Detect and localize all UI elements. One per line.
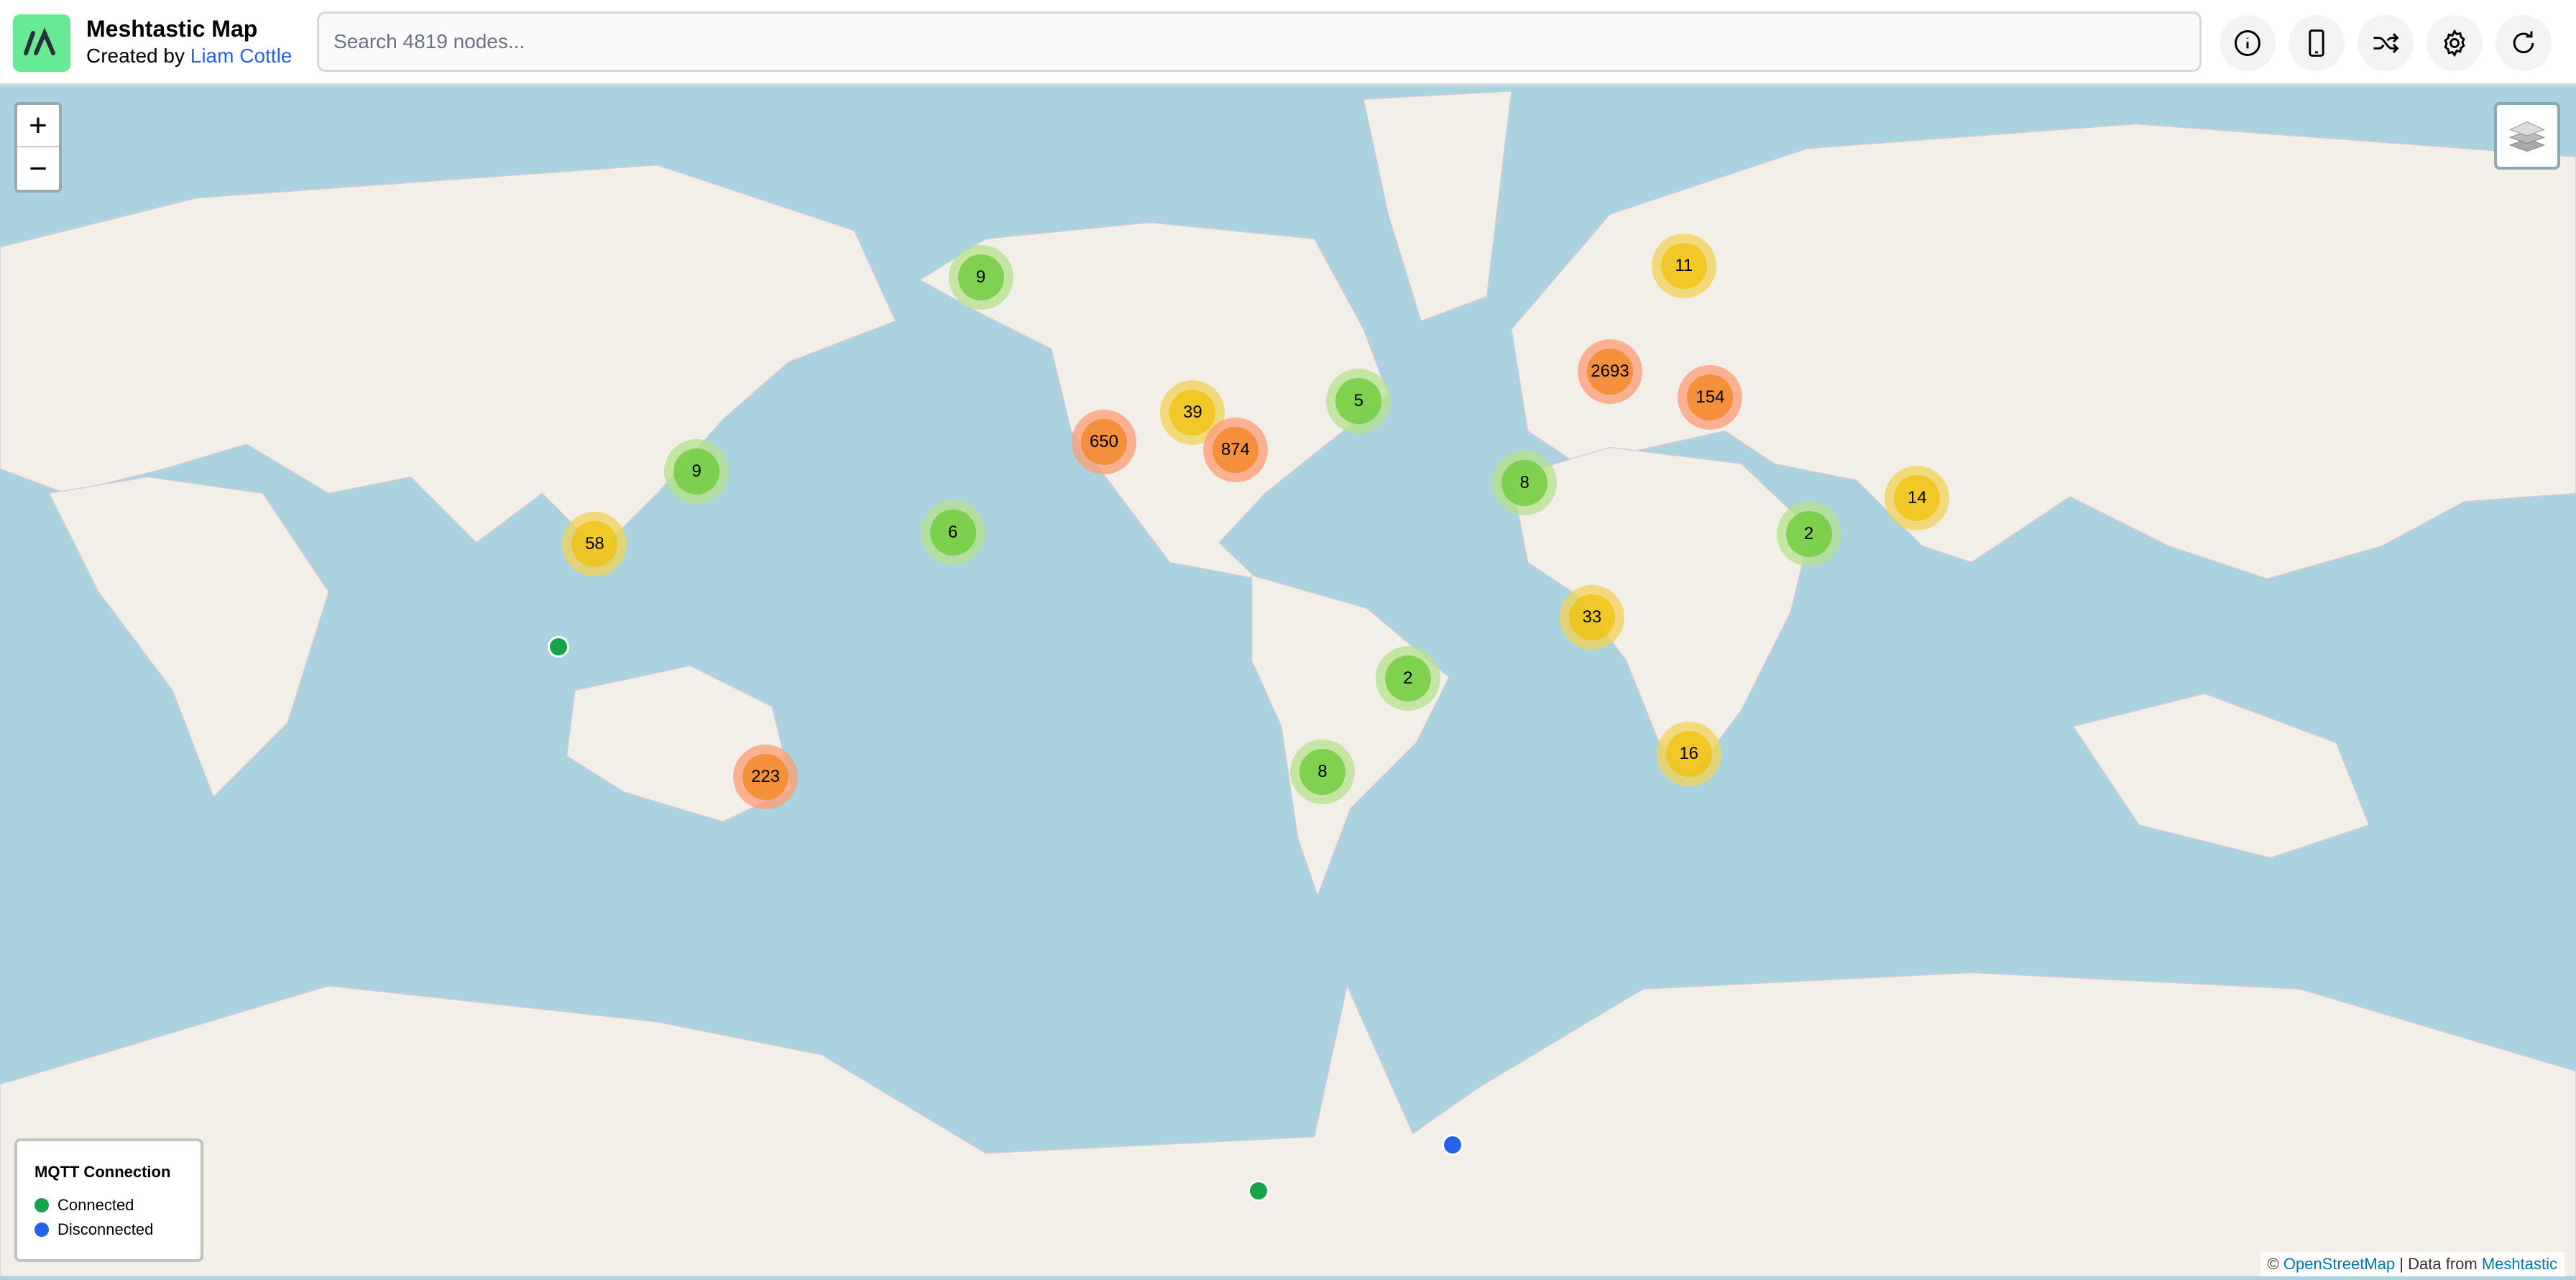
node-cluster[interactable]: 5 xyxy=(1326,368,1392,433)
node-cluster[interactable]: 6 xyxy=(920,499,985,565)
settings-button[interactable] xyxy=(2426,15,2483,71)
legend-label: Connected xyxy=(58,1196,134,1214)
cluster-count: 154 xyxy=(1687,374,1734,421)
node-cluster[interactable]: 223 xyxy=(733,745,799,810)
refresh-icon xyxy=(2513,31,2534,54)
node-marker-connected[interactable] xyxy=(1248,1180,1269,1202)
legend-item-connected: Connected xyxy=(34,1196,183,1215)
cluster-count: 2693 xyxy=(1586,348,1633,395)
app-subtitle: Created by Liam Cottle xyxy=(86,45,292,68)
cluster-count: 2 xyxy=(1785,510,1832,557)
node-cluster[interactable]: 8 xyxy=(1492,450,1558,515)
copyright-symbol: © xyxy=(2267,1255,2279,1273)
node-cluster[interactable]: 14 xyxy=(1885,465,1950,530)
phone-icon xyxy=(2309,29,2324,57)
attribution-text: | Data from xyxy=(2399,1255,2478,1273)
info-icon xyxy=(2235,30,2260,56)
osm-link[interactable]: OpenStreetMap xyxy=(2283,1255,2396,1273)
layers-button[interactable] xyxy=(2494,102,2560,170)
map-attribution: © OpenStreetMap | Data from Meshtastic xyxy=(2260,1252,2564,1276)
zoom-out-button[interactable]: − xyxy=(29,150,47,186)
refresh-button[interactable] xyxy=(2496,15,2552,71)
world-map[interactable] xyxy=(0,86,2576,1277)
cluster-count: 14 xyxy=(1894,474,1941,521)
cluster-count: 5 xyxy=(1335,377,1382,424)
info-button[interactable] xyxy=(2220,15,2276,71)
node-cluster[interactable]: 8 xyxy=(1289,740,1355,805)
search-input[interactable] xyxy=(317,11,2202,72)
cluster-count: 650 xyxy=(1080,418,1127,465)
shuffle-button[interactable] xyxy=(2358,15,2414,71)
zoom-control: + − xyxy=(14,102,62,193)
node-cluster[interactable]: 58 xyxy=(562,511,627,576)
layers-icon xyxy=(2508,121,2546,152)
node-cluster[interactable]: 2 xyxy=(1375,645,1440,711)
cluster-count: 874 xyxy=(1212,427,1259,474)
cluster-count: 8 xyxy=(1299,749,1346,796)
created-by-label: Created by xyxy=(86,45,185,67)
cluster-count: 223 xyxy=(742,754,789,801)
cluster-count: 2 xyxy=(1384,655,1431,701)
node-marker-connected[interactable] xyxy=(548,636,569,658)
connected-dot-icon xyxy=(34,1198,49,1212)
header: Meshtastic Map Created by Liam Cottle xyxy=(0,0,2576,86)
cluster-count: 9 xyxy=(957,254,1004,301)
map-tiles xyxy=(0,86,2576,1277)
node-cluster[interactable]: 9 xyxy=(948,245,1013,310)
shuffle-icon xyxy=(2373,33,2399,53)
legend-label: Disconnected xyxy=(58,1220,154,1238)
disconnected-dot-icon xyxy=(34,1223,49,1237)
node-cluster[interactable]: 33 xyxy=(1559,585,1624,650)
node-cluster[interactable]: 11 xyxy=(1651,234,1716,299)
node-cluster[interactable]: 650 xyxy=(1071,409,1136,474)
cluster-count: 11 xyxy=(1660,243,1707,290)
device-button[interactable] xyxy=(2288,15,2345,71)
cluster-count: 58 xyxy=(571,520,618,567)
node-cluster[interactable]: 16 xyxy=(1656,722,1721,787)
node-cluster[interactable]: 9 xyxy=(664,438,730,504)
meshtastic-logo[interactable] xyxy=(13,14,70,72)
mqtt-legend: MQTT Connection Connected Disconnected xyxy=(14,1138,203,1262)
node-marker-disconnected[interactable] xyxy=(1442,1134,1463,1156)
node-cluster[interactable]: 2 xyxy=(1776,501,1841,566)
node-cluster[interactable]: 154 xyxy=(1678,365,1743,430)
node-cluster[interactable]: 874 xyxy=(1202,418,1268,483)
cluster-count: 16 xyxy=(1665,731,1712,778)
legend-title: MQTT Connection xyxy=(34,1163,171,1181)
app-title: Meshtastic Map xyxy=(86,16,258,42)
cluster-count: 8 xyxy=(1501,459,1548,506)
node-cluster[interactable]: 2693 xyxy=(1577,339,1642,404)
meshtastic-link[interactable]: Meshtastic xyxy=(2481,1255,2557,1273)
cluster-count: 6 xyxy=(929,509,976,556)
cluster-count: 39 xyxy=(1169,389,1216,436)
gear-icon xyxy=(2444,29,2465,57)
cluster-count: 9 xyxy=(673,448,720,494)
author-link[interactable]: Liam Cottle xyxy=(190,45,293,67)
zoom-in-button[interactable]: + xyxy=(17,105,59,147)
legend-item-disconnected: Disconnected xyxy=(34,1220,183,1239)
cluster-count: 33 xyxy=(1568,594,1615,641)
